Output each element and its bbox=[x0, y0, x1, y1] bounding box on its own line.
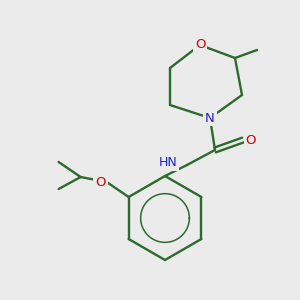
Text: HN: HN bbox=[158, 157, 177, 169]
Text: O: O bbox=[195, 38, 205, 52]
Text: O: O bbox=[95, 176, 106, 188]
Text: O: O bbox=[246, 134, 256, 146]
Text: N: N bbox=[205, 112, 215, 124]
